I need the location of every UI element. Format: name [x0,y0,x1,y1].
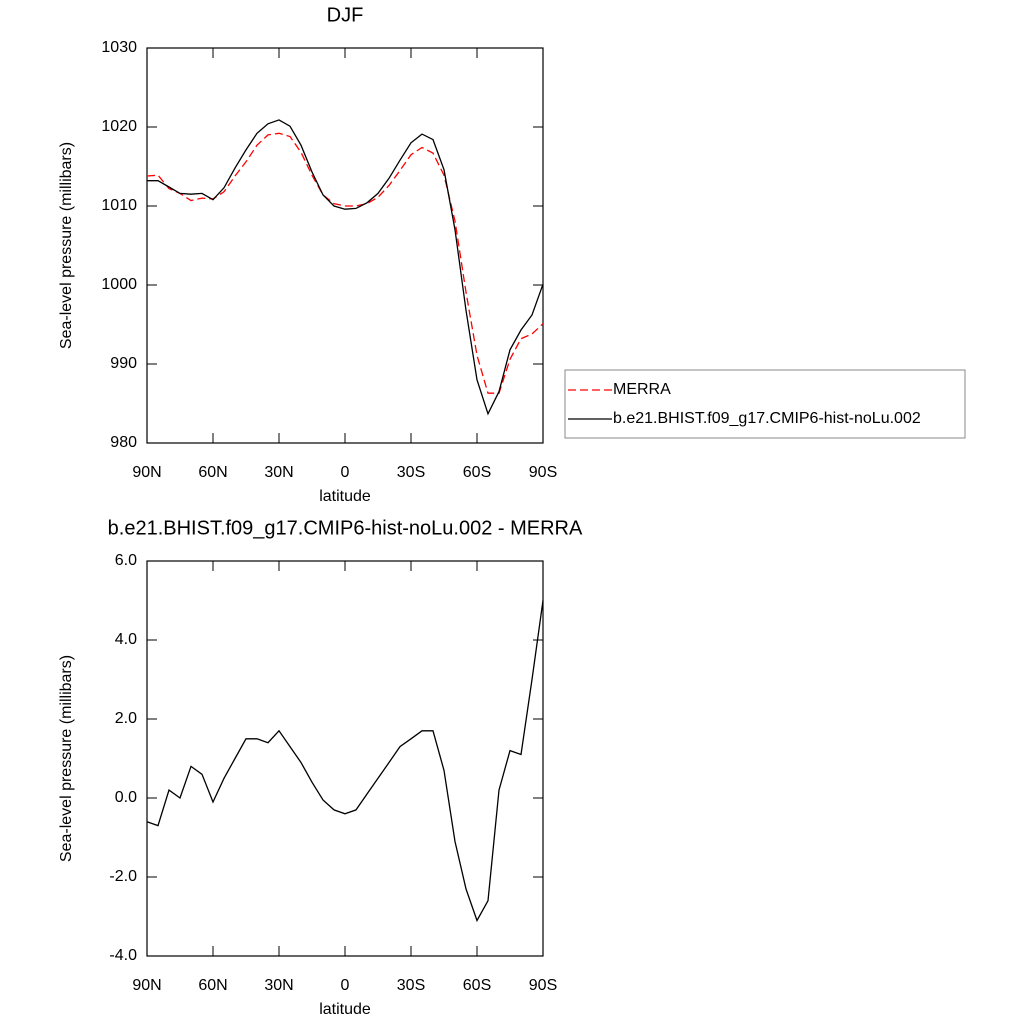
y-tick-label: 1010 [101,197,137,214]
chart-title: b.e21.BHIST.f09_g17.CMIP6-hist-noLu.002 … [108,517,583,539]
x-tick-label: 60N [198,977,227,994]
x-tick-label: 90S [529,464,557,481]
legend-label: MERRA [613,381,671,398]
y-tick-label: 0.0 [115,789,137,806]
chart-title: DJF [327,4,364,26]
x-tick-label: 30S [397,977,425,994]
x-tick-label: 90S [529,977,557,994]
y-tick-label: 1020 [101,118,137,135]
y-axis-label: Sea-level pressure (millibars) [58,142,75,349]
plot-frame [146,560,544,957]
x-tick-label: 0 [341,977,350,994]
data-line [146,600,544,923]
x-axis-label: latitude [319,1001,371,1018]
y-tick-label: 4.0 [115,631,137,648]
x-tick-label: 60N [198,464,227,481]
y-tick-label: 990 [110,355,137,372]
y-tick-label: 1030 [101,39,137,56]
y-tick-label: 2.0 [115,710,137,727]
legend-box [564,369,966,439]
y-axis-label: Sea-level pressure (millibars) [58,655,75,862]
x-tick-label: 60S [463,977,491,994]
y-tick-label: 1000 [101,276,137,293]
x-tick-label: 90N [132,464,161,481]
x-tick-label: 30N [264,977,293,994]
legend-label: b.e21.BHIST.f09_g17.CMIP6-hist-noLu.002 [613,410,921,427]
x-axis-label: latitude [319,488,371,505]
x-tick-label: 30N [264,464,293,481]
data-line [146,132,544,394]
x-tick-label: 90N [132,977,161,994]
x-tick-label: 30S [397,464,425,481]
plot-frame [146,47,544,444]
y-tick-label: 6.0 [115,552,137,569]
x-tick-label: 0 [341,464,350,481]
data-line [147,119,544,416]
x-tick-label: 60S [463,464,491,481]
y-tick-label: -4.0 [109,947,137,964]
y-tick-label: -2.0 [109,868,137,885]
y-tick-label: 980 [110,434,137,451]
